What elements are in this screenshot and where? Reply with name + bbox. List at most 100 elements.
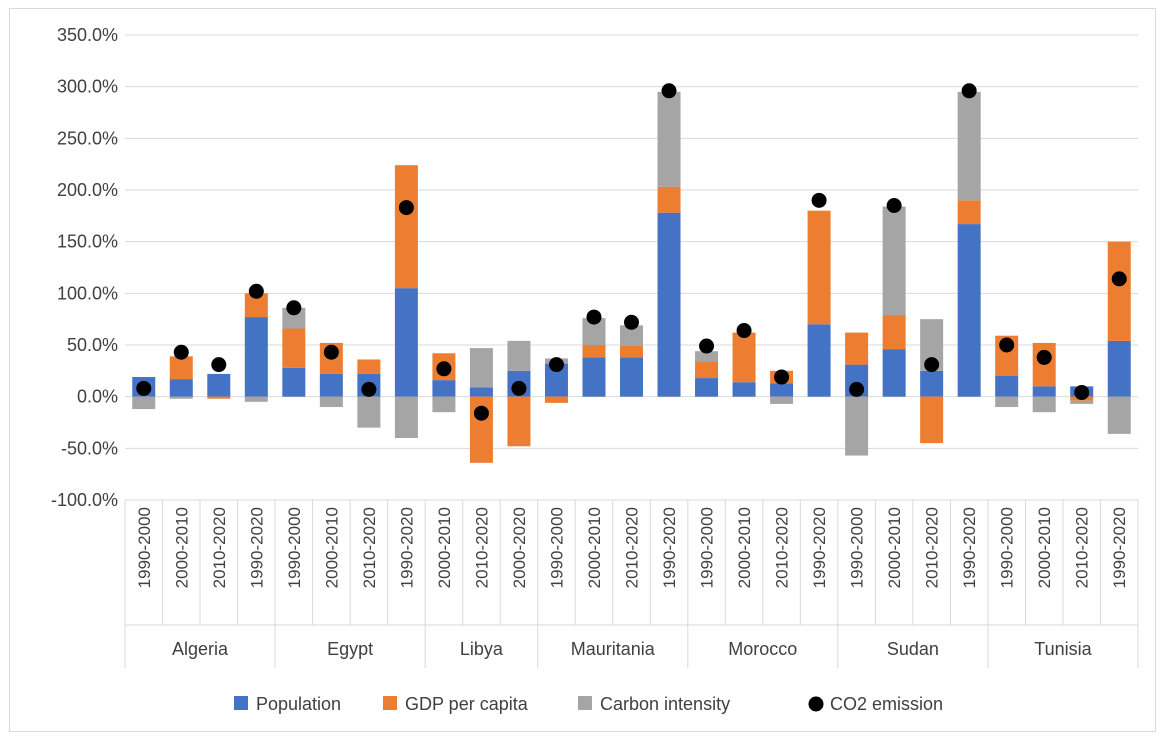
co2-emission-marker <box>548 357 564 373</box>
co2-emission-marker <box>286 300 302 316</box>
bar-population <box>319 373 343 397</box>
co2-emission-marker <box>586 309 602 325</box>
co2-emission-marker <box>436 361 452 377</box>
bar-gdp-per-capita <box>732 332 756 383</box>
group-label: Libya <box>460 639 504 659</box>
bar-gdp-per-capita <box>394 165 418 289</box>
y-tick-label: 200.0% <box>57 180 118 200</box>
x-tick-label: 1990-2020 <box>247 507 266 588</box>
co2-emission-marker <box>1111 271 1127 287</box>
bar-population <box>1032 386 1056 397</box>
co2-emission-marker <box>961 83 977 99</box>
group-label: Sudan <box>887 639 939 659</box>
chart-frame <box>9 8 1156 732</box>
group-label: Mauritania <box>571 639 656 659</box>
bar-carbon-intensity <box>432 396 456 413</box>
bar-carbon-intensity <box>957 91 981 201</box>
bar-gdp-per-capita <box>695 361 719 379</box>
bar-carbon-intensity <box>582 318 606 345</box>
bar-population <box>432 380 456 397</box>
bar-population <box>732 382 756 397</box>
bar-population <box>620 357 643 397</box>
x-tick-label: 2000-2010 <box>435 507 454 588</box>
legend-label: Carbon intensity <box>600 694 730 714</box>
x-tick-label: 1990-2000 <box>285 507 304 588</box>
bar-carbon-intensity <box>657 91 681 187</box>
bar-gdp-per-capita <box>920 396 944 444</box>
co2-emission-marker <box>248 283 264 299</box>
co2-emission-marker <box>1036 349 1052 365</box>
y-axis-tick-labels: -100.0% -50.0% 0.0% 50.0% 100.0% 150.0% 200.0%… <box>51 25 118 510</box>
gridlines <box>125 34 1138 501</box>
y-tick-label: 100.0% <box>57 283 118 303</box>
y-tick-label: 50.0% <box>67 335 118 355</box>
group-label: Algeria <box>172 639 229 659</box>
x-tick-label: 2010-2020 <box>923 507 942 588</box>
co2-emission-marker <box>211 357 227 373</box>
y-tick-label: 150.0% <box>57 232 118 252</box>
co2-emission-marker <box>886 198 902 213</box>
bar-gdp-per-capita <box>207 396 231 399</box>
bar-carbon-intensity <box>770 396 794 404</box>
bar-population <box>807 324 831 397</box>
bar-gdp-per-capita <box>957 200 981 225</box>
bar-carbon-intensity <box>882 206 906 316</box>
bar-gdp-per-capita <box>357 359 381 374</box>
legend-label: CO2 emission <box>830 694 943 714</box>
y-tick-label: 300.0% <box>57 77 118 97</box>
x-tick-label: 2000-2010 <box>1035 507 1054 588</box>
bar-gdp-per-capita <box>620 346 643 358</box>
co2-emission-marker <box>736 323 752 339</box>
bar-gdp-per-capita <box>582 345 606 358</box>
bar-carbon-intensity <box>695 351 719 362</box>
x-tick-label: 1990-2000 <box>998 507 1017 588</box>
x-tick-label: 2000-2010 <box>885 507 904 588</box>
bar-population <box>207 373 231 397</box>
x-tick-label: 2010-2020 <box>360 507 379 588</box>
bar-gdp-per-capita <box>882 315 906 350</box>
x-tick-label: 2000-2010 <box>735 507 754 588</box>
bar-population <box>695 378 719 397</box>
co2-emission-marker <box>136 380 152 396</box>
bar-gdp-per-capita <box>244 293 268 318</box>
bar-carbon-intensity <box>1107 396 1131 434</box>
co2-emission-marker <box>511 380 527 396</box>
x-tick-label: 1990-2020 <box>810 507 829 588</box>
y-tick-label: 250.0% <box>57 128 118 148</box>
bar-population <box>282 367 306 397</box>
bar-carbon-intensity <box>845 396 869 456</box>
bar-carbon-intensity <box>244 396 268 402</box>
co2-emission-marker <box>398 200 414 216</box>
legend-swatch <box>578 696 592 710</box>
co2-emission-marker <box>811 192 827 208</box>
bar-carbon-intensity <box>1070 400 1094 404</box>
x-axis: 1990-2000 2000-2010 2010-2020 1990-2020 1990… <box>124 500 1139 668</box>
y-tick-label: -50.0% <box>61 438 118 458</box>
x-tick-label: 2010-2020 <box>773 507 792 588</box>
x-tick-label: 1990-2000 <box>848 507 867 588</box>
x-tick-label: 1990-2020 <box>1110 507 1129 588</box>
co2-emission-marker <box>774 369 790 385</box>
co2-emission-marker <box>624 314 639 330</box>
legend: Population GDP per capita Carbon intensity… <box>234 694 943 714</box>
bar-population <box>244 317 268 397</box>
bar-gdp-per-capita <box>507 396 531 447</box>
co2-emission-marker <box>173 344 189 360</box>
x-tick-label: 1990-2000 <box>698 507 717 588</box>
co2-emission-marker <box>661 83 677 99</box>
co2-emission-marker <box>924 357 940 373</box>
bar-population <box>882 349 906 397</box>
bar-population <box>657 212 681 397</box>
bar-gdp-per-capita <box>169 356 193 380</box>
bar-carbon-intensity <box>469 348 493 388</box>
bar-gdp-per-capita <box>845 332 869 365</box>
bar-carbon-intensity <box>169 396 193 399</box>
group-label: Morocco <box>728 639 797 659</box>
bar-carbon-intensity <box>357 396 381 428</box>
co2-emission-marker <box>1074 385 1090 401</box>
bar-carbon-intensity <box>507 340 531 371</box>
legend-swatch <box>383 696 397 710</box>
group-label: Tunisia <box>1034 639 1092 659</box>
legend-label: GDP per capita <box>405 694 529 714</box>
